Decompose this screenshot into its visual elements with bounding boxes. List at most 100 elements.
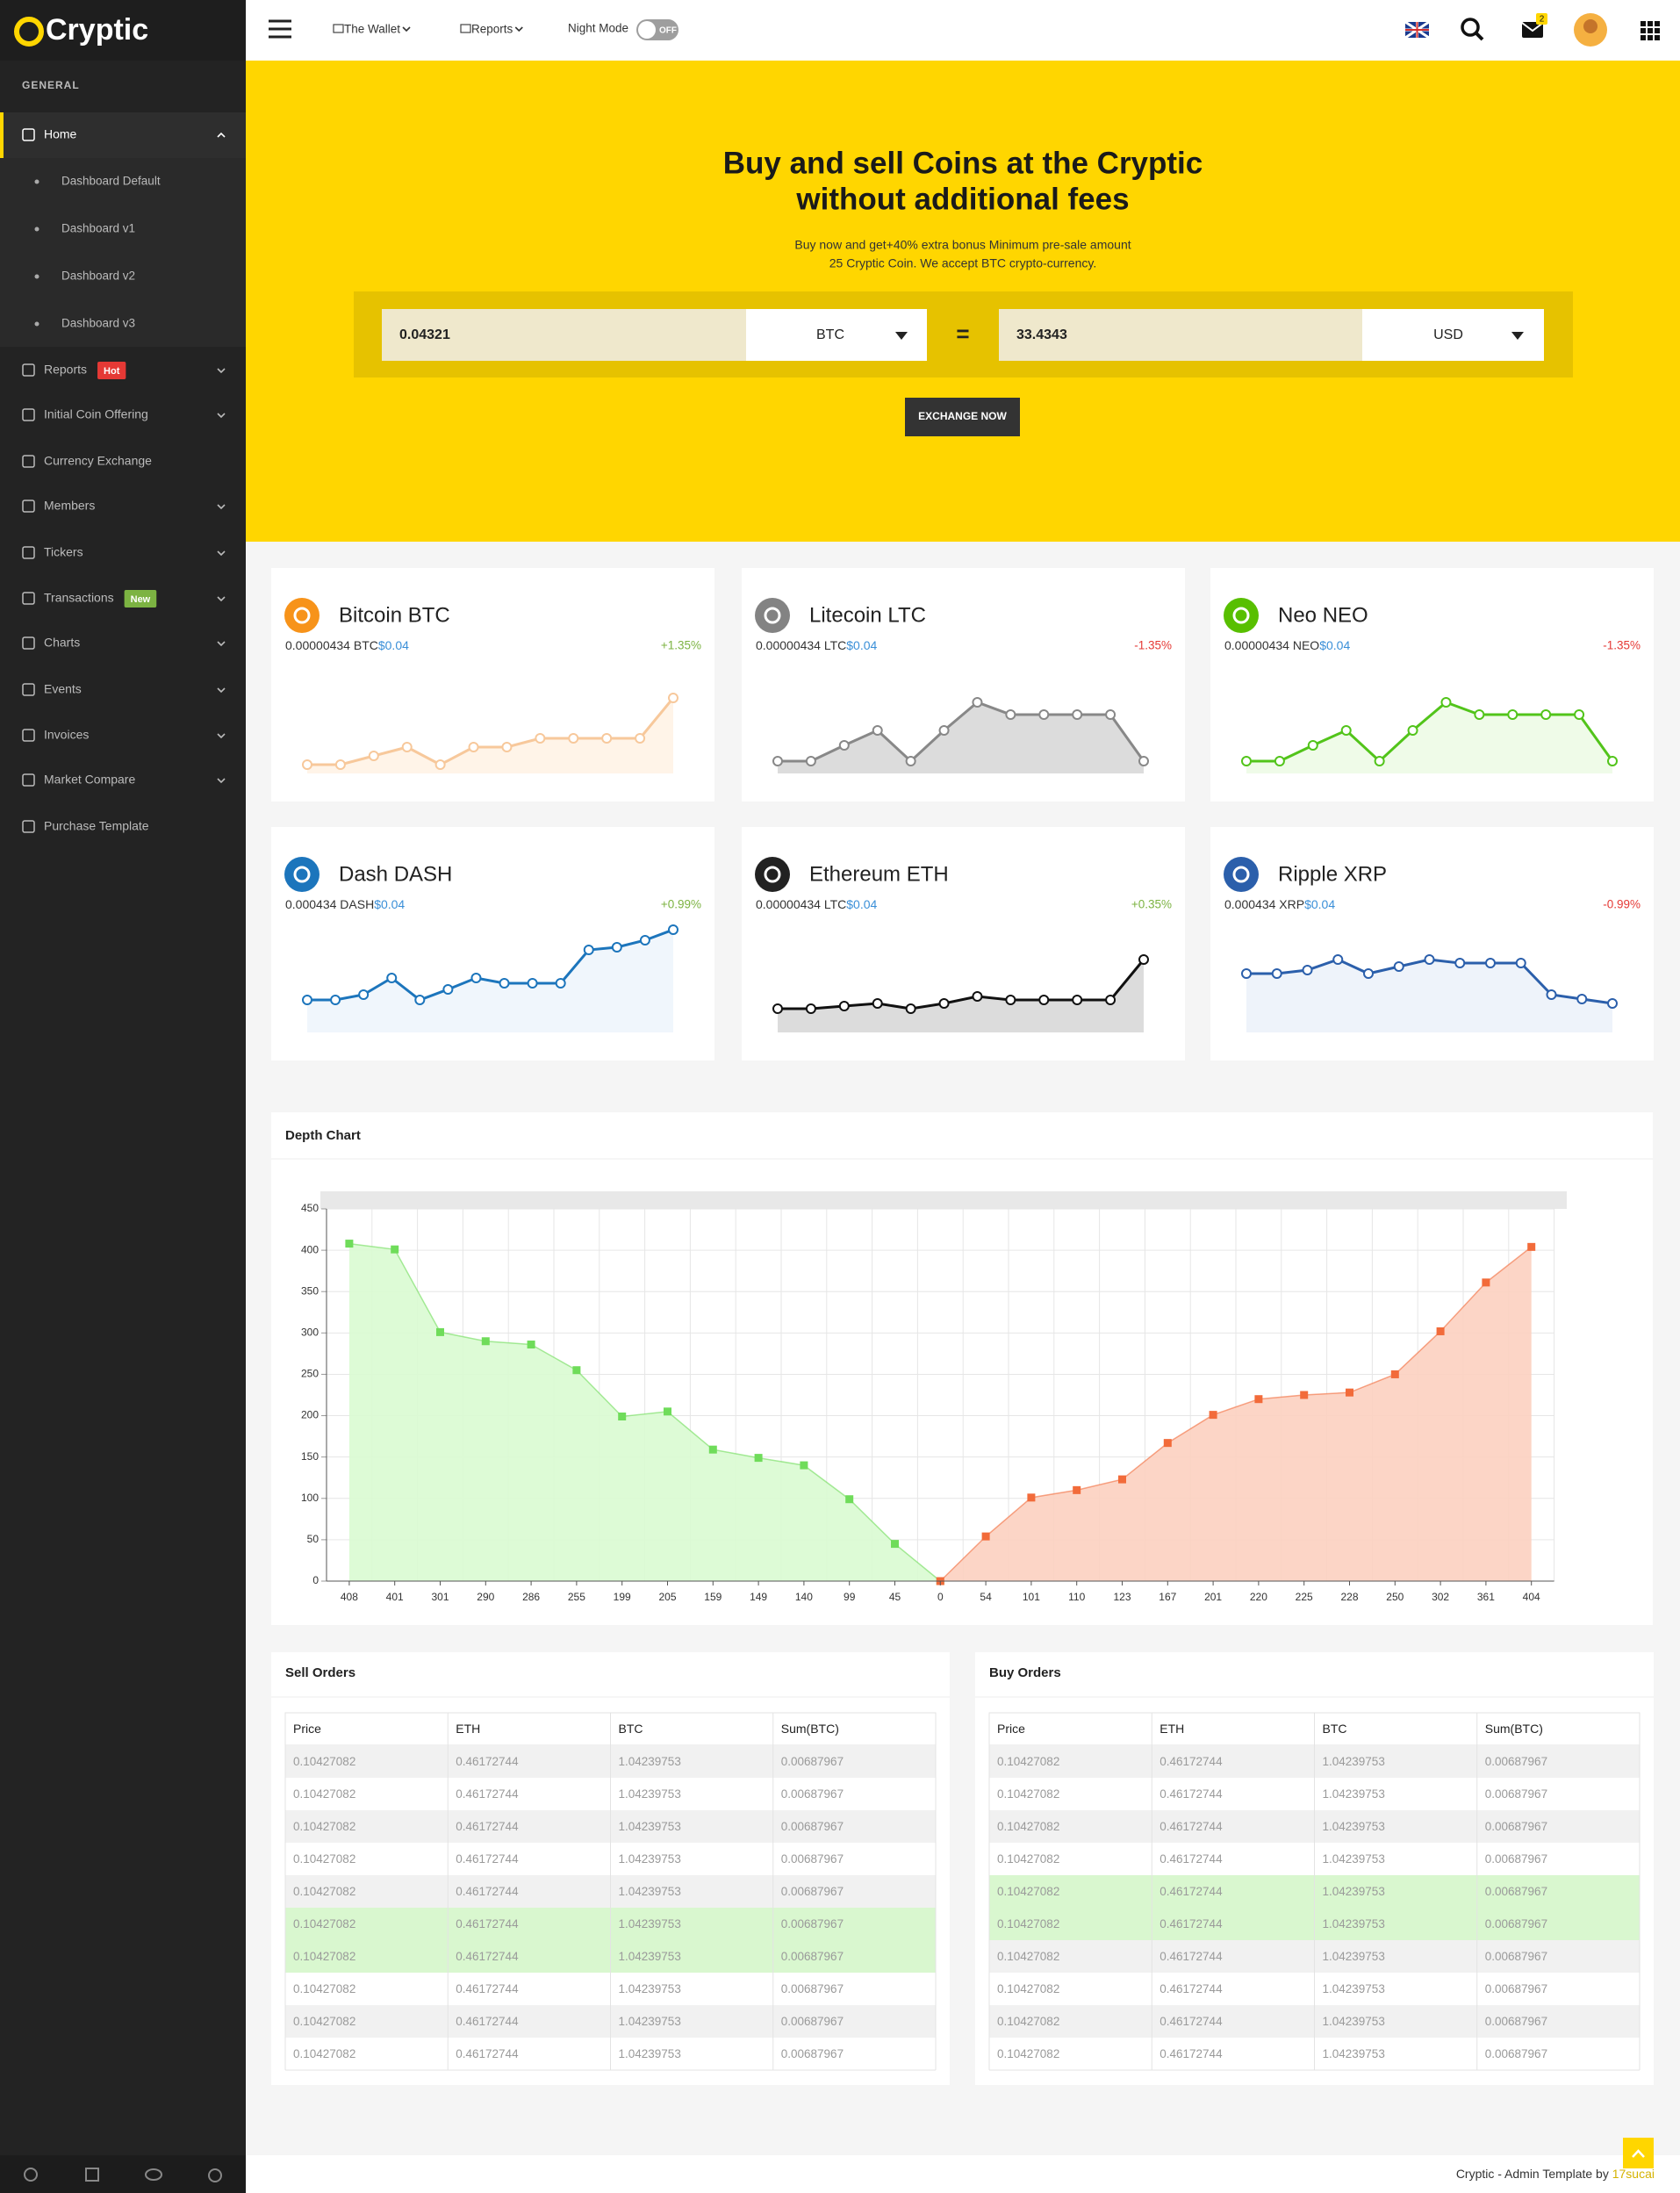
coin-usd: $0.04 <box>378 638 409 652</box>
chevron <box>402 26 411 32</box>
table-cell: 0.00687967 <box>1485 2015 1547 2028</box>
table-cell: 0.46172744 <box>1159 2015 1223 2028</box>
menu-item[interactable]: Events <box>44 682 82 696</box>
sparkline-point <box>1454 958 1466 968</box>
topbar-menu[interactable]: The Wallet <box>344 23 400 36</box>
table-cell: 0.00687967 <box>781 1820 844 1833</box>
menu-item[interactable]: Initial Coin Offering <box>44 407 148 421</box>
sparkline-point <box>972 991 983 1002</box>
coin-icon <box>284 857 319 892</box>
menu-toggle[interactable] <box>269 19 291 39</box>
sparkline-point <box>805 756 816 766</box>
power-icon[interactable] <box>208 2168 222 2182</box>
coin-icon-mark <box>293 866 311 883</box>
depth-point <box>1482 1278 1490 1287</box>
menu-item[interactable]: Members <box>44 499 95 513</box>
menu-item[interactable]: Market Compare <box>44 773 135 787</box>
hero-subtitle: 25 Cryptic Coin. We accept BTC crypto-cu… <box>829 256 1096 270</box>
menu-item[interactable]: Charts <box>44 636 80 650</box>
menu-item[interactable]: Tickers <box>44 545 83 559</box>
menu-item[interactable]: Transactions <box>44 591 114 605</box>
menu-item[interactable]: Invoices <box>44 728 89 742</box>
result-input[interactable] <box>999 309 1362 361</box>
coin-change: -1.35% <box>1603 639 1641 652</box>
table-cell: 0.46172744 <box>456 1852 519 1866</box>
menu-badge-label: New <box>131 594 151 605</box>
menu-icon <box>22 128 35 141</box>
table-cell: 0.10427082 <box>293 2015 355 2028</box>
sparkline-point <box>1138 954 1149 965</box>
footer-link[interactable]: 17sucai <box>1612 2167 1655 2181</box>
table-cell: 1.04239753 <box>1323 1820 1385 1833</box>
sparkline-point <box>1607 998 1618 1009</box>
table-cell: 0.46172744 <box>456 1982 519 1995</box>
y-tick-label: 100 <box>301 1492 319 1504</box>
coin-amount: 0.000434 DASH <box>285 897 374 911</box>
sparkline-point <box>1515 958 1526 968</box>
night-mode-label: Night Mode <box>568 22 628 35</box>
submenu-item[interactable]: Dashboard v2 <box>61 270 135 283</box>
menu-icon <box>22 592 35 605</box>
depth-area <box>940 1247 1532 1581</box>
depth-point <box>618 1412 627 1420</box>
coin-price: 0.00000434 LTC$0.04 <box>756 897 878 911</box>
search-icon[interactable] <box>1461 18 1480 37</box>
scroll-top[interactable] <box>1623 2138 1654 2168</box>
table-cell: 0.10427082 <box>997 2015 1059 2028</box>
x-tick-label: 404 <box>1523 1591 1540 1603</box>
coin-icon-mark <box>293 607 311 624</box>
sparkline-point <box>330 995 341 1005</box>
equals-sign: = <box>956 320 969 347</box>
coin-usd: $0.04 <box>1304 897 1335 911</box>
from-select[interactable] <box>746 309 927 361</box>
depth-point <box>572 1366 581 1375</box>
sparkline-point <box>1424 954 1435 965</box>
sparkline-point <box>639 935 650 946</box>
submenu-item[interactable]: Dashboard Default <box>61 175 161 188</box>
table-cell: 0.00687967 <box>1485 1950 1547 1963</box>
depth-point <box>1163 1439 1172 1448</box>
menu-item[interactable]: Currency Exchange <box>44 454 152 468</box>
amount-input[interactable] <box>382 309 746 361</box>
coin-price: 0.000434 DASH$0.04 <box>285 897 405 911</box>
chevron <box>217 368 226 374</box>
fullscreen-icon[interactable] <box>85 2168 99 2182</box>
submenu-item[interactable]: Dashboard v1 <box>61 222 135 235</box>
card-title: Buy Orders <box>989 1665 1061 1680</box>
depth-point <box>1073 1485 1081 1494</box>
table-cell: 0.46172744 <box>1159 1982 1223 1995</box>
menu-item[interactable]: Home <box>44 127 77 141</box>
table-cell: 0.10427082 <box>293 1755 355 1768</box>
coin-name: Ripple XRP <box>1278 862 1387 886</box>
sparkline-point <box>414 995 426 1005</box>
submenu-item[interactable]: Dashboard v3 <box>61 317 135 330</box>
topbar-icon <box>333 24 344 33</box>
sparkline-point <box>527 978 538 989</box>
table-cell: 1.04239753 <box>1323 1917 1385 1931</box>
topbar-menu[interactable]: Reports <box>471 23 513 36</box>
depth-point <box>1209 1411 1217 1420</box>
view-icon[interactable] <box>145 2168 162 2181</box>
sparkline-point <box>555 978 566 989</box>
x-tick-label: 110 <box>1068 1591 1085 1603</box>
x-tick-label: 201 <box>1204 1591 1222 1603</box>
menu-item[interactable]: Reports <box>44 363 87 377</box>
apps-icon[interactable] <box>1641 21 1660 40</box>
to-select[interactable] <box>1362 309 1544 361</box>
menu-item[interactable]: Purchase Template <box>44 819 149 833</box>
table-header-cell: BTC <box>619 1722 643 1736</box>
exchange-button[interactable] <box>905 398 1020 436</box>
table-header-cell: Price <box>997 1722 1025 1736</box>
menu-icon <box>22 636 35 650</box>
result-value: 33.4343 <box>1016 327 1067 342</box>
chevron <box>514 26 523 32</box>
card-title: Sell Orders <box>285 1665 355 1680</box>
depth-point <box>436 1327 444 1336</box>
x-tick-label: 140 <box>795 1591 813 1603</box>
x-tick-label: 54 <box>980 1591 992 1603</box>
table-cell: 1.04239753 <box>619 2015 681 2028</box>
chart-scrollbar[interactable] <box>320 1191 1567 1209</box>
menu-icon <box>22 683 35 696</box>
depth-point <box>754 1454 763 1463</box>
settings-icon[interactable] <box>24 2168 38 2182</box>
